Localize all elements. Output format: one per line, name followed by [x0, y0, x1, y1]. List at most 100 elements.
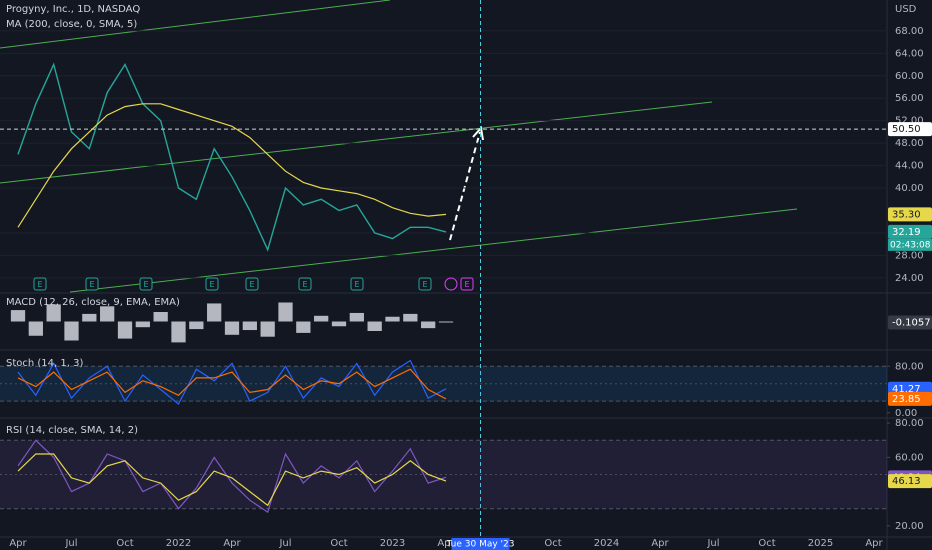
y-tick-label: 40.00: [895, 183, 924, 194]
last-value-label-box: [888, 224, 932, 239]
y-tick-label: 60.00: [895, 452, 924, 463]
histogram-bar: [242, 321, 257, 331]
macd-title: MACD (12, 26, close, 9, EMA, EMA): [6, 297, 180, 308]
crosshair-price-box: [888, 122, 932, 137]
y-tick-label: 60.00: [895, 71, 924, 82]
histogram-bar: [278, 302, 293, 322]
histogram-bar: [403, 313, 418, 322]
earnings-marker: [418, 277, 432, 291]
earnings-label: E: [89, 280, 94, 289]
earnings-marker: [350, 277, 364, 291]
dividend-marker: [444, 277, 458, 291]
histogram-bar: [82, 313, 97, 322]
x-tick-label: 2025: [808, 538, 833, 549]
earnings-label: E: [143, 280, 148, 289]
x-tick-label: Oct: [116, 538, 133, 549]
histogram-bar: [153, 312, 168, 322]
x-tick-label: Oct: [544, 538, 561, 549]
histogram-bar: [28, 321, 43, 336]
last-value-label-box: [888, 315, 932, 330]
earnings-label: E: [422, 280, 427, 289]
y-tick-label: 56.00: [895, 93, 924, 104]
last-value-label-box: [888, 207, 932, 222]
projection-arrow: [449, 131, 481, 241]
drawings: [0, 0, 798, 293]
earnings-label: E: [354, 280, 359, 289]
y-tick-label: 0.00: [895, 408, 917, 419]
y-tick-label: 52.00: [895, 116, 924, 127]
earnings-label: E: [464, 280, 469, 289]
x-tick-label: Apr: [223, 538, 241, 549]
currency: USD: [895, 4, 917, 15]
earnings-marker-future: [460, 277, 474, 291]
last-value-label: 35.30: [892, 209, 921, 220]
last-value-label-box: [888, 474, 932, 489]
y-tick-label: 28.00: [895, 250, 924, 261]
y-tick-label: 64.00: [895, 48, 924, 59]
histogram-bar: [438, 321, 454, 323]
x-tick-label: Jul: [706, 538, 719, 549]
y-tick-label: 48.00: [895, 138, 924, 149]
histogram-bar: [349, 312, 364, 322]
earnings-label: E: [302, 280, 307, 289]
last-value-label: 46.13: [892, 476, 921, 487]
x-tick-label: Oct: [758, 538, 775, 549]
histogram-bar: [135, 321, 150, 328]
countdown: 02:43:08: [890, 240, 931, 250]
y-tick-label: 80.00: [895, 361, 924, 372]
histogram-bar: [189, 321, 204, 330]
x-tick-label: Jul: [278, 538, 291, 549]
histogram-bar: [100, 306, 115, 322]
y-tick-label: 68.00: [895, 26, 924, 37]
histogram-bar: [207, 303, 222, 322]
x-tick-label: Jul: [64, 538, 77, 549]
histogram-bar: [385, 316, 400, 322]
histogram-bar: [314, 315, 329, 322]
histogram-bar: [64, 321, 79, 341]
earnings-label: E: [37, 280, 42, 289]
trend-line: [69, 208, 798, 293]
earnings-marker: [205, 277, 219, 291]
stoch-title: Stoch (14, 1, 3): [6, 358, 83, 369]
x-tick-label: Apr: [9, 538, 27, 549]
histogram-bar: [46, 304, 61, 322]
last-value-label: -0.1057: [892, 318, 931, 329]
crosshair-date: Tue 30 May '23: [446, 540, 515, 550]
histogram-bar: [117, 321, 133, 339]
earnings-marker: [245, 277, 259, 291]
histogram-bar: [224, 321, 240, 335]
earnings-marker: [298, 277, 312, 291]
series-line: [17, 359, 447, 406]
last-value-label: 32.19: [892, 227, 921, 238]
series-line: [17, 62, 447, 252]
histogram-bar: [367, 321, 382, 331]
x-tick-label: Apr: [865, 538, 883, 549]
last-value-label: 23.85: [892, 394, 921, 405]
series-line: [17, 368, 447, 400]
histogram-bar: [171, 321, 186, 343]
trend-line: [0, 0, 391, 49]
series-line: [17, 453, 447, 507]
earnings-label: E: [209, 280, 214, 289]
last-value-label: 41.27: [892, 384, 921, 395]
band: [0, 440, 887, 509]
crosshair-price: 50.50: [892, 124, 921, 135]
x-tick-label: Oct: [330, 538, 347, 549]
earnings-marker: [139, 277, 153, 291]
trend-line: [0, 101, 713, 184]
y-tick-label: 24.00: [895, 273, 924, 284]
band: [0, 366, 887, 402]
x-tick-label: 2024: [594, 538, 619, 549]
series-line: [17, 103, 447, 228]
earnings-label: E: [249, 280, 254, 289]
chart-title: Progyny, Inc., 1D, NASDAQ: [6, 4, 140, 15]
x-tick-label: 2023: [380, 538, 405, 549]
histogram-bar: [10, 310, 26, 322]
histogram-bar: [421, 321, 436, 329]
crosshair-date-box: [451, 538, 510, 550]
ma-title: MA (200, close, 0, SMA, 5): [6, 19, 137, 30]
histogram-bar: [331, 321, 347, 327]
x-tick-label: Apr: [651, 538, 669, 549]
